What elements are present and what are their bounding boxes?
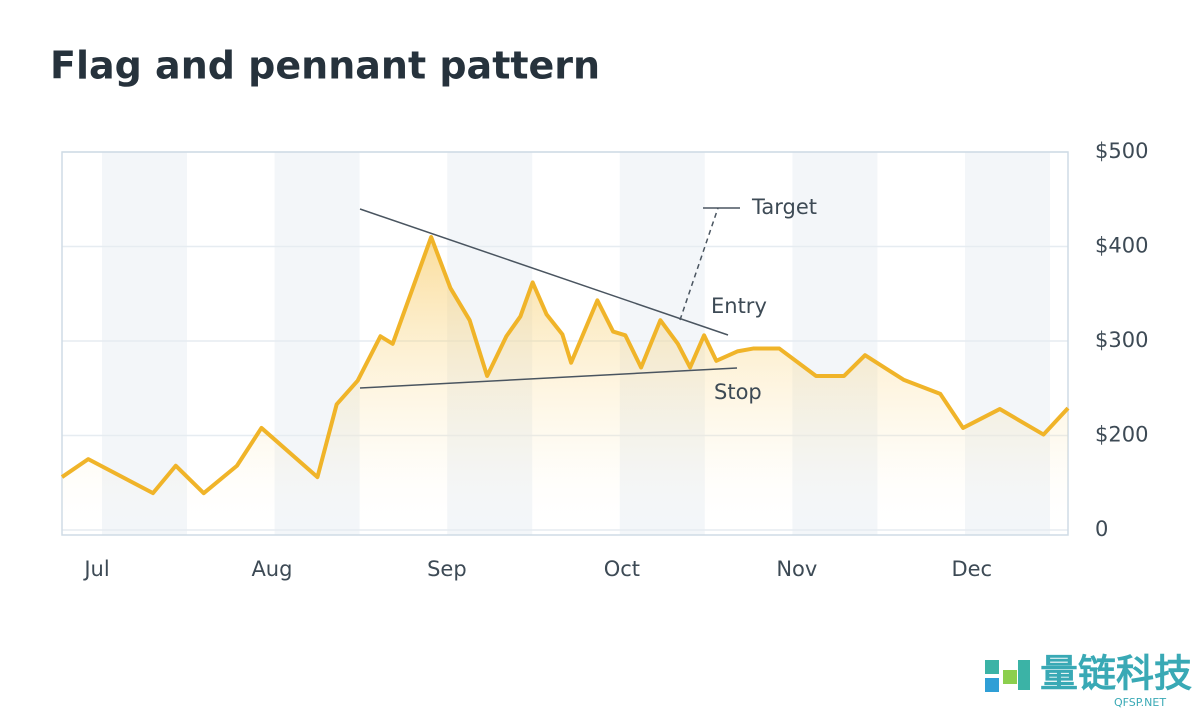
chart-title: Flag and pennant pattern [50, 44, 600, 88]
y-tick-label: $400 [1095, 234, 1148, 258]
x-tick-label: Jul [82, 557, 109, 581]
pattern-lines [359, 207, 740, 389]
logo-block [985, 678, 999, 692]
x-tick-label: Aug [251, 557, 292, 581]
upper-trend-line [359, 208, 729, 336]
annotation: Entry [711, 294, 767, 318]
x-tick-label: Dec [951, 557, 992, 581]
watermark-site: QFSP.NET [1114, 696, 1166, 709]
logo-block [1018, 660, 1030, 690]
y-tick-label: 0 [1095, 517, 1108, 541]
target-line [679, 207, 719, 321]
y-tick-label: $300 [1095, 328, 1148, 352]
y-tick-label: $200 [1095, 423, 1148, 447]
logo-block [985, 660, 999, 674]
logo-block [1003, 670, 1017, 684]
x-tick-label: Sep [427, 557, 467, 581]
x-tick-label: Nov [776, 557, 817, 581]
y-tick-label: $500 [1095, 139, 1148, 163]
watermark-name: 量链科技 [1040, 652, 1192, 696]
annotation: Stop [714, 380, 762, 404]
line [60, 235, 1070, 496]
lower-trend-line [359, 367, 738, 389]
area [62, 237, 1068, 536]
plot [60, 151, 1070, 536]
watermark-logo [985, 660, 1030, 692]
x-tick-label: Oct [604, 557, 640, 581]
annotation: Target [751, 195, 817, 219]
